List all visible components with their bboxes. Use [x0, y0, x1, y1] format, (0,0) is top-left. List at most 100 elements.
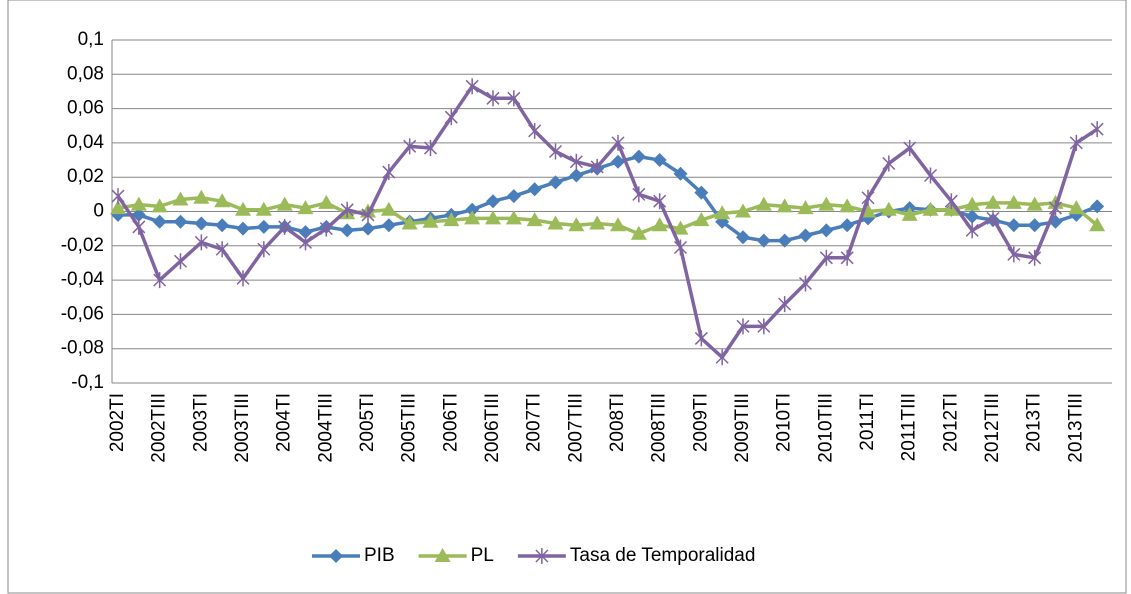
marker	[130, 196, 147, 211]
marker	[736, 230, 750, 245]
x-tick-label: 2008TIII	[649, 393, 670, 463]
marker	[610, 217, 626, 232]
marker	[535, 548, 549, 564]
marker	[152, 214, 167, 229]
marker	[485, 210, 501, 225]
marker	[132, 218, 146, 235]
marker	[611, 154, 625, 169]
marker	[839, 198, 856, 213]
marker	[589, 215, 606, 230]
marker	[819, 249, 833, 266]
marker	[298, 225, 313, 240]
y-tick-label: 0,02	[67, 166, 104, 187]
marker	[715, 349, 729, 366]
marker	[382, 164, 396, 181]
marker	[340, 201, 354, 218]
x-tick-label: 2004TI	[274, 393, 295, 452]
marker	[329, 549, 343, 563]
marker	[340, 223, 355, 238]
marker	[880, 201, 897, 216]
marker	[694, 330, 708, 347]
marker	[568, 217, 585, 232]
marker	[297, 200, 314, 215]
marker	[840, 249, 854, 266]
x-tick-label: 2012TI	[940, 393, 961, 452]
marker	[861, 189, 875, 206]
marker	[756, 233, 771, 248]
marker	[465, 78, 479, 95]
marker	[153, 272, 167, 289]
marker	[673, 166, 688, 181]
x-tick-label: 2008TI	[607, 393, 628, 452]
marker	[672, 220, 689, 235]
marker	[923, 167, 938, 184]
marker	[755, 196, 772, 211]
x-tick-label: 2007TI	[524, 393, 545, 452]
marker	[1090, 121, 1104, 138]
x-tick-label: 2011TIII	[899, 393, 920, 461]
y-tick-label: -0,08	[61, 338, 104, 359]
marker	[173, 253, 188, 270]
marker	[818, 196, 835, 211]
marker	[798, 275, 813, 292]
marker	[778, 296, 792, 313]
marker	[255, 201, 272, 216]
x-tick-label: 2005TIII	[399, 393, 420, 463]
marker	[1048, 200, 1063, 217]
marker	[840, 218, 855, 233]
marker	[1069, 134, 1083, 151]
x-tick-label: 2002TIII	[149, 393, 170, 463]
y-tick-label: 0,06	[67, 98, 104, 119]
marker	[401, 215, 418, 230]
marker	[611, 134, 625, 151]
x-tick-label: 2010TIII	[815, 393, 836, 463]
marker	[111, 188, 125, 205]
x-tick-label: 2010TI	[774, 393, 795, 452]
marker	[1068, 200, 1085, 215]
marker	[236, 221, 250, 236]
marker	[1090, 199, 1105, 214]
marker	[278, 218, 292, 235]
marker	[464, 210, 481, 225]
marker	[714, 205, 731, 220]
marker	[1005, 194, 1022, 209]
marker	[505, 210, 522, 225]
marker	[528, 122, 542, 139]
marker	[798, 228, 813, 243]
x-tick-label: 2009TIII	[732, 393, 753, 463]
marker	[964, 196, 981, 211]
marker	[506, 189, 521, 204]
marker	[986, 210, 1000, 227]
marker	[776, 198, 793, 213]
marker	[422, 213, 439, 228]
y-tick-label: 0,04	[67, 132, 104, 153]
marker	[319, 220, 333, 237]
x-tick-label: 2003TI	[190, 393, 211, 452]
marker	[298, 234, 313, 251]
marker	[819, 223, 834, 238]
marker	[235, 201, 251, 216]
x-tick-label: 2009TI	[690, 393, 711, 452]
marker	[215, 241, 229, 258]
y-tick-label: -0,06	[61, 303, 104, 324]
marker	[361, 221, 375, 236]
y-tick-label: 0	[93, 201, 104, 222]
marker	[944, 193, 958, 210]
marker	[632, 186, 646, 203]
marker	[172, 191, 189, 206]
x-tick-label: 2003TIII	[232, 393, 253, 463]
marker	[507, 90, 521, 107]
marker	[757, 318, 771, 335]
marker	[901, 206, 918, 221]
marker	[131, 207, 146, 222]
marker	[694, 185, 709, 200]
legend-label: Tasa de Temporalidad	[570, 545, 756, 566]
marker	[361, 206, 375, 223]
marker	[1006, 218, 1021, 233]
marker	[590, 158, 604, 175]
x-tick-label: 2002TI	[107, 393, 128, 452]
marker	[403, 138, 417, 155]
marker	[526, 212, 543, 227]
marker	[1089, 217, 1106, 232]
